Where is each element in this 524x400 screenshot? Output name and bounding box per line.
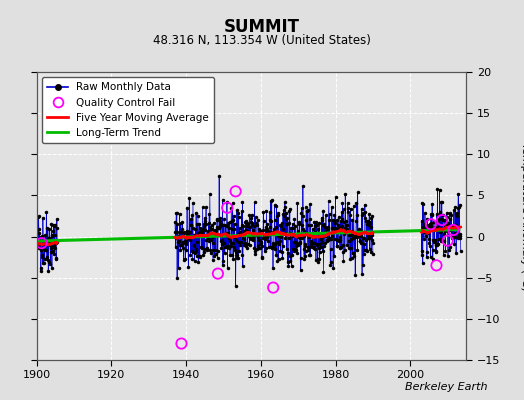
Point: [432, 262, 441, 268]
Text: SUMMIT: SUMMIT: [224, 18, 300, 36]
Text: 48.316 N, 113.354 W (United States): 48.316 N, 113.354 W (United States): [153, 34, 371, 47]
Point: [269, 284, 277, 291]
Point: [37, 240, 46, 246]
Point: [443, 238, 452, 244]
Y-axis label: Temperature Anomaly (°C): Temperature Anomaly (°C): [520, 142, 524, 290]
Legend: Raw Monthly Data, Quality Control Fail, Five Year Moving Average, Long-Term Tren: Raw Monthly Data, Quality Control Fail, …: [42, 77, 214, 143]
Text: Berkeley Earth: Berkeley Earth: [405, 382, 487, 392]
Point: [232, 188, 240, 194]
Point: [427, 221, 435, 228]
Point: [214, 270, 222, 277]
Point: [449, 227, 457, 233]
Point: [438, 217, 446, 223]
Point: [177, 340, 185, 347]
Point: [223, 204, 232, 211]
